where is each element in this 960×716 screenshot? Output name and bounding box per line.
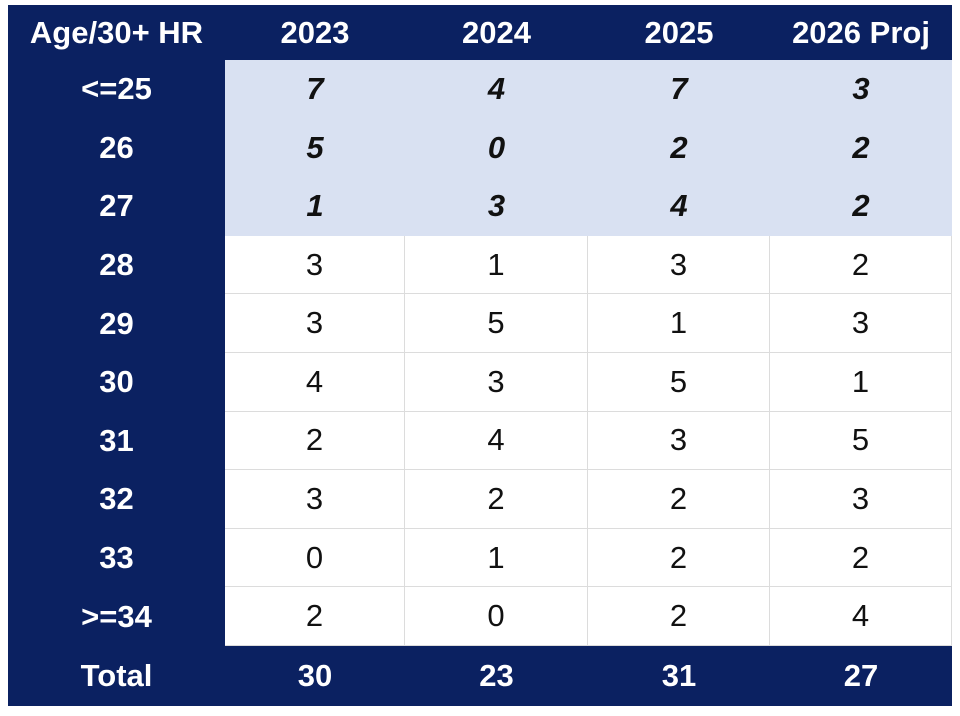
value-cell: 3 (225, 235, 405, 295)
value-cell: 3 (225, 470, 405, 529)
row-label: >=34 (8, 587, 225, 646)
row-label: 33 (8, 528, 225, 588)
value-cell: 2 (588, 470, 770, 529)
value-cell: 3 (588, 235, 770, 295)
row-label: 30 (8, 353, 225, 412)
value-cell: 2 (770, 235, 952, 295)
value-cell: 3 (770, 470, 952, 529)
header-cell: 2026 Proj (770, 5, 952, 60)
value-cell: 0 (405, 587, 588, 646)
total-cell: 30 (225, 646, 405, 706)
header-cell: 2023 (225, 5, 405, 60)
total-label: Total (8, 646, 225, 706)
value-cell: 2 (588, 528, 770, 588)
row-label: 29 (8, 294, 225, 353)
total-cell: 31 (588, 646, 770, 706)
value-cell: 4 (770, 587, 952, 646)
value-cell: 2 (770, 118, 952, 178)
value-cell: 3 (405, 177, 588, 236)
value-cell: 3 (588, 411, 770, 471)
row-label: <=25 (8, 60, 225, 119)
value-cell: 2 (770, 528, 952, 588)
value-cell: 5 (770, 411, 952, 471)
value-cell: 4 (405, 60, 588, 119)
row-label: 32 (8, 470, 225, 529)
value-cell: 1 (405, 528, 588, 588)
row-label: 26 (8, 118, 225, 178)
value-cell: 3 (770, 60, 952, 119)
value-cell: 1 (770, 353, 952, 412)
value-cell: 7 (588, 60, 770, 119)
value-cell: 2 (225, 411, 405, 471)
value-cell: 2 (770, 177, 952, 236)
value-cell: 5 (225, 118, 405, 178)
header-cell: Age/30+ HR (8, 5, 225, 60)
value-cell: 2 (405, 470, 588, 529)
value-cell: 3 (770, 294, 952, 353)
total-cell: 23 (405, 646, 588, 706)
value-cell: 5 (405, 294, 588, 353)
value-cell: 2 (225, 587, 405, 646)
value-cell: 7 (225, 60, 405, 119)
row-label: 28 (8, 235, 225, 295)
value-cell: 4 (588, 177, 770, 236)
value-cell: 3 (225, 294, 405, 353)
total-cell: 27 (770, 646, 952, 706)
value-cell: 1 (588, 294, 770, 353)
value-cell: 2 (588, 118, 770, 178)
value-cell: 0 (225, 528, 405, 588)
value-cell: 4 (225, 353, 405, 412)
header-cell: 2024 (405, 5, 588, 60)
value-cell: 5 (588, 353, 770, 412)
row-label: 27 (8, 177, 225, 236)
value-cell: 2 (588, 587, 770, 646)
value-cell: 0 (405, 118, 588, 178)
value-cell: 3 (405, 353, 588, 412)
value-cell: 4 (405, 411, 588, 471)
row-label: 31 (8, 411, 225, 471)
header-cell: 2025 (588, 5, 770, 60)
value-cell: 1 (225, 177, 405, 236)
value-cell: 1 (405, 235, 588, 295)
